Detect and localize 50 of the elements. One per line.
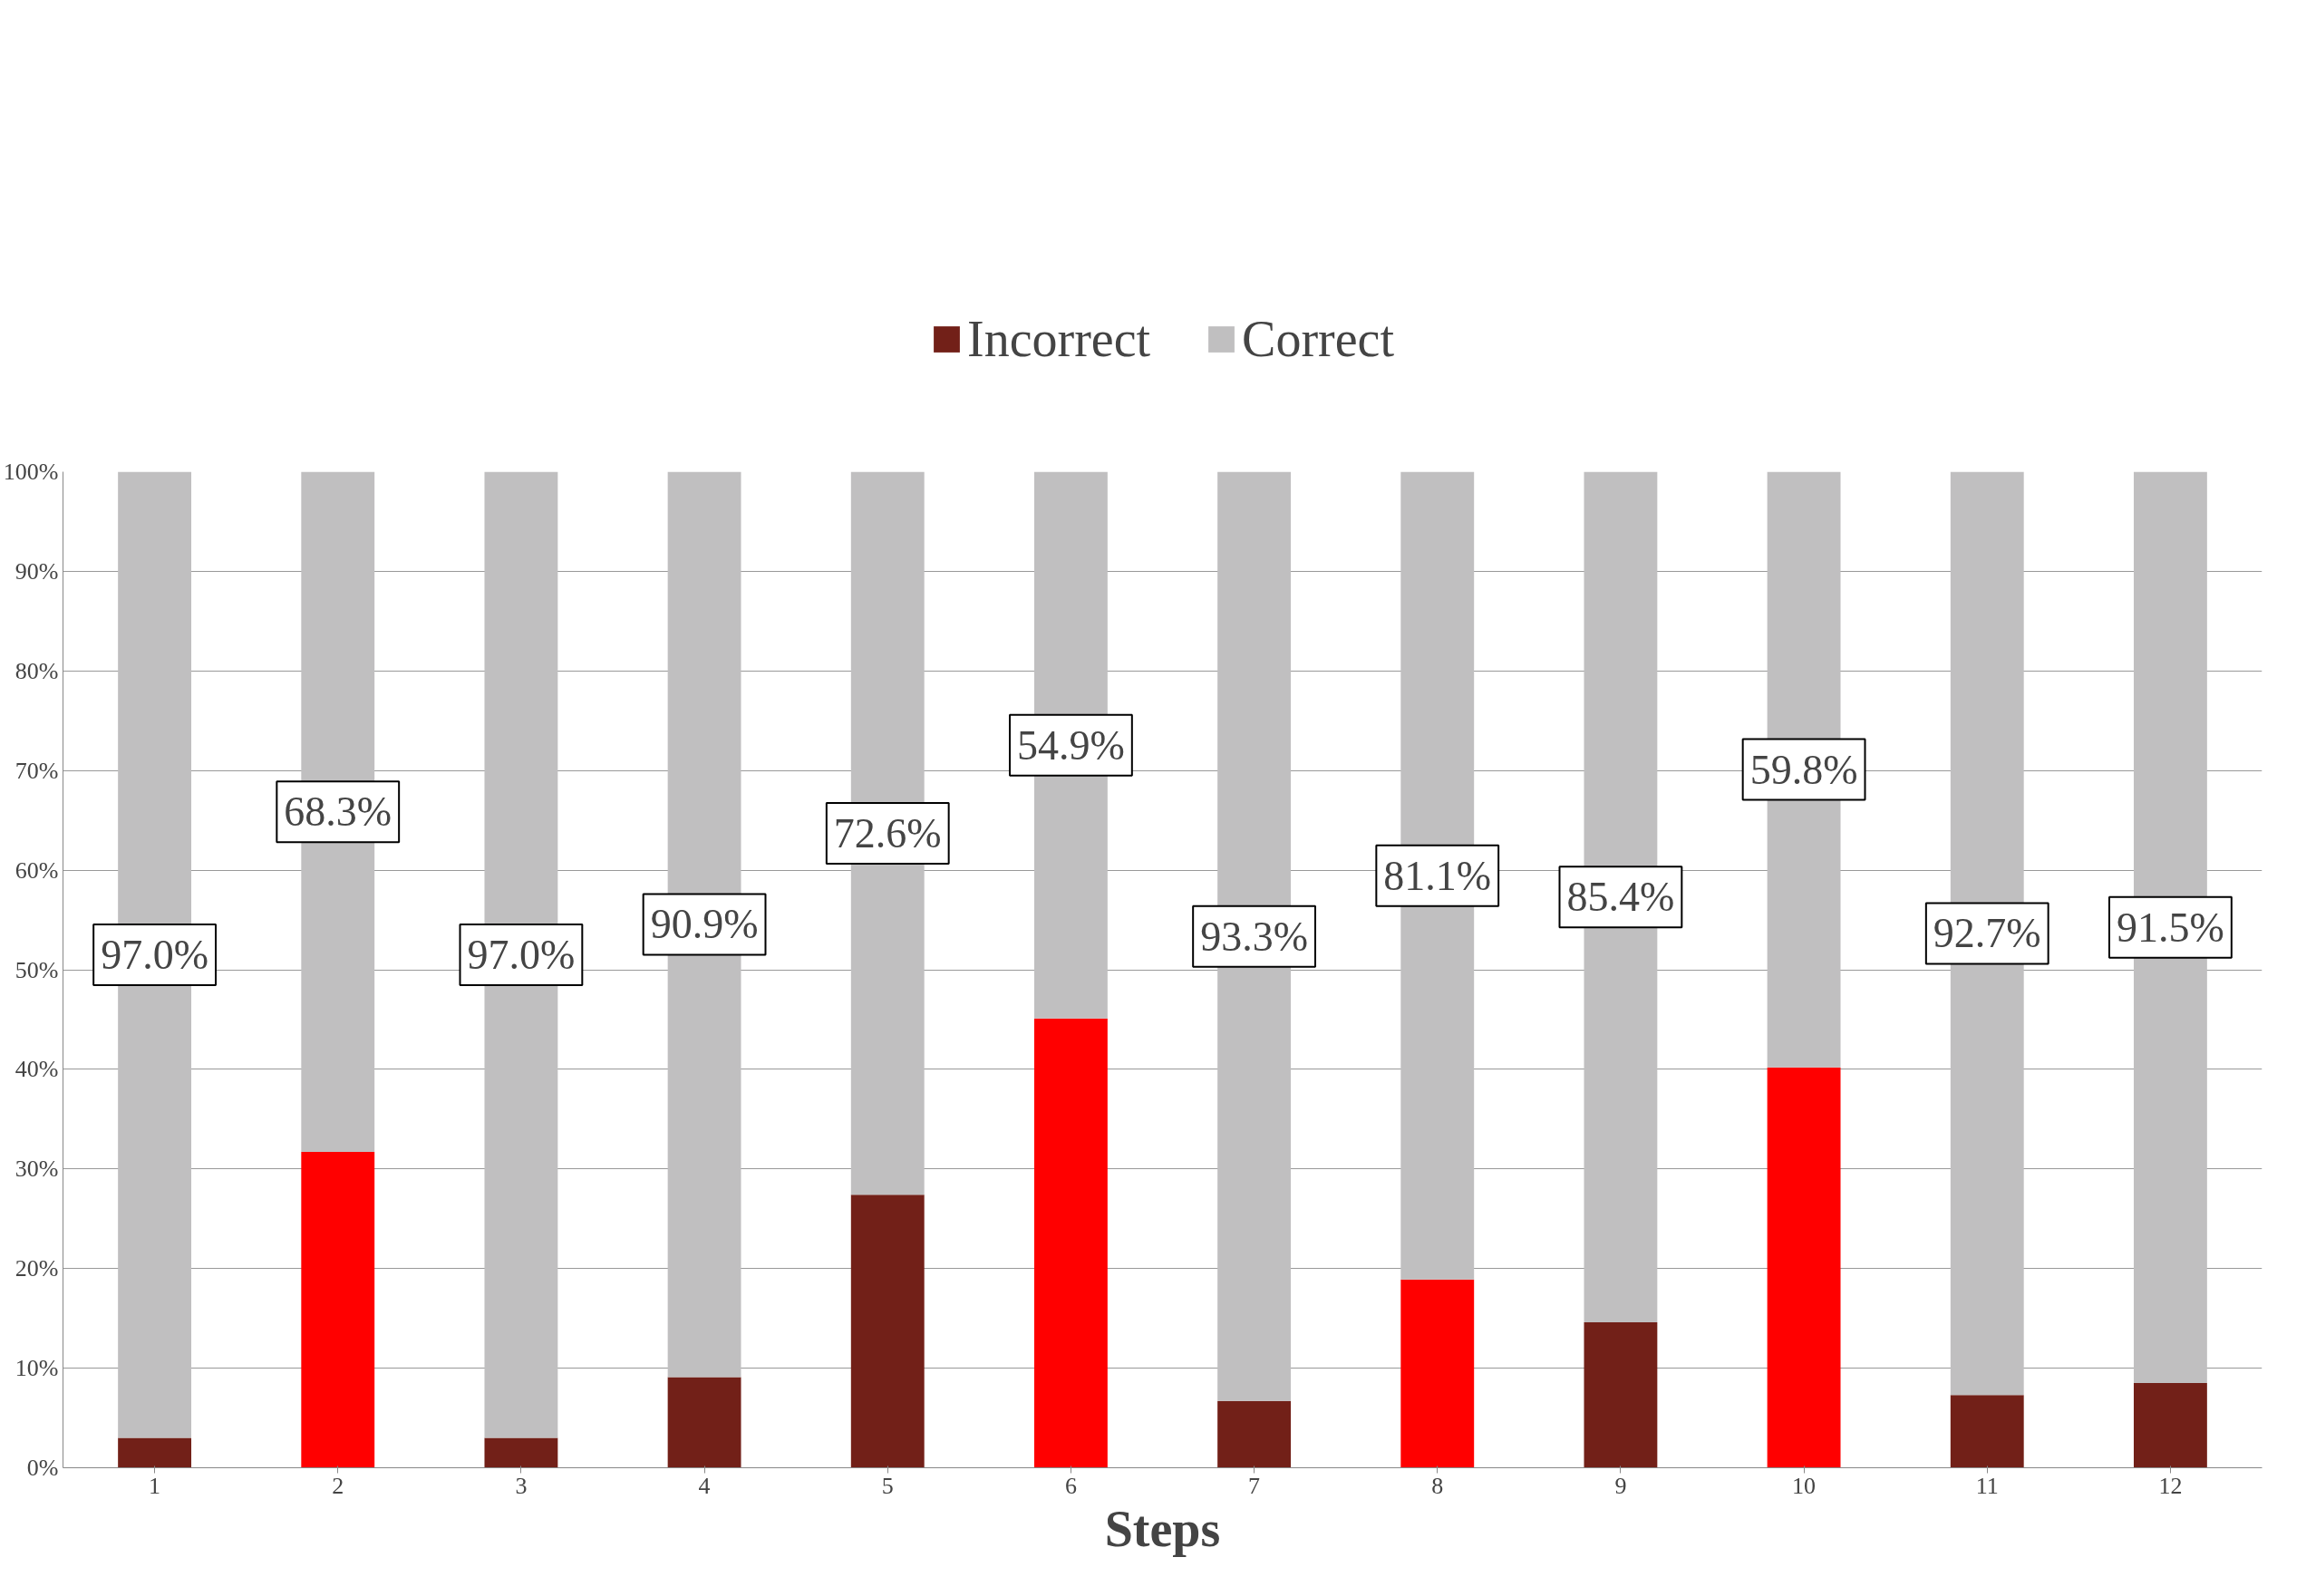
y-tick-label: 90%	[15, 557, 59, 585]
bar	[1217, 1400, 1292, 1468]
x-tick-label: 9	[1614, 1472, 1627, 1499]
y-tick-label: 10%	[15, 1355, 59, 1382]
data-label: 93.3%	[1200, 913, 1308, 960]
bar	[1584, 1322, 1658, 1468]
data-label: 92.7%	[1933, 910, 2041, 957]
y-tick-label: 50%	[15, 956, 59, 983]
bar	[850, 1195, 925, 1468]
x-axis-title: Steps	[1104, 1500, 1221, 1557]
x-tick-label: 11	[1975, 1472, 1999, 1499]
legend-label: Correct	[1242, 310, 1394, 368]
data-label: 81.1%	[1383, 852, 1492, 899]
bar	[1950, 1395, 2024, 1468]
y-tick-label: 30%	[15, 1156, 59, 1183]
y-tick-label: 20%	[15, 1255, 59, 1282]
data-label: 54.9%	[1017, 721, 1125, 769]
x-tick-label: 6	[1064, 1472, 1077, 1499]
x-tick-label: 2	[332, 1472, 344, 1499]
x-tick-label: 1	[149, 1472, 161, 1499]
y-tick-label: 60%	[15, 856, 59, 884]
x-tick-label: 8	[1431, 1472, 1444, 1499]
y-tick-label: 0%	[26, 1455, 59, 1481]
data-label: 97.0%	[101, 932, 208, 979]
bar	[484, 1437, 558, 1468]
data-label: 97.0%	[467, 932, 576, 979]
data-label: 72.6%	[833, 809, 942, 856]
x-tick-label: 10	[1792, 1472, 1817, 1499]
y-tick-label: 80%	[15, 657, 59, 684]
x-tick-label: 7	[1248, 1472, 1261, 1499]
bar	[2133, 1383, 2207, 1468]
data-label: 91.5%	[2117, 904, 2224, 951]
bar	[667, 1377, 741, 1468]
legend-label: Incorrect	[967, 310, 1151, 368]
x-tick-label: 3	[515, 1472, 528, 1499]
data-label: 85.4%	[1566, 874, 1675, 921]
y-tick-label: 100%	[3, 459, 59, 485]
data-label: 90.9%	[650, 901, 759, 948]
bar	[118, 1437, 192, 1468]
y-tick-label: 70%	[15, 757, 59, 784]
x-tick-label: 4	[698, 1472, 711, 1499]
bar	[1767, 1067, 1841, 1468]
x-tick-label: 5	[881, 1472, 894, 1499]
y-tick-label: 40%	[15, 1056, 59, 1083]
data-label: 59.8%	[1749, 746, 1858, 793]
bar	[301, 1152, 375, 1468]
data-label: 68.3%	[284, 788, 392, 836]
x-tick-label: 12	[2158, 1472, 2183, 1499]
bar	[1400, 1279, 1475, 1468]
bar	[1033, 1018, 1108, 1468]
